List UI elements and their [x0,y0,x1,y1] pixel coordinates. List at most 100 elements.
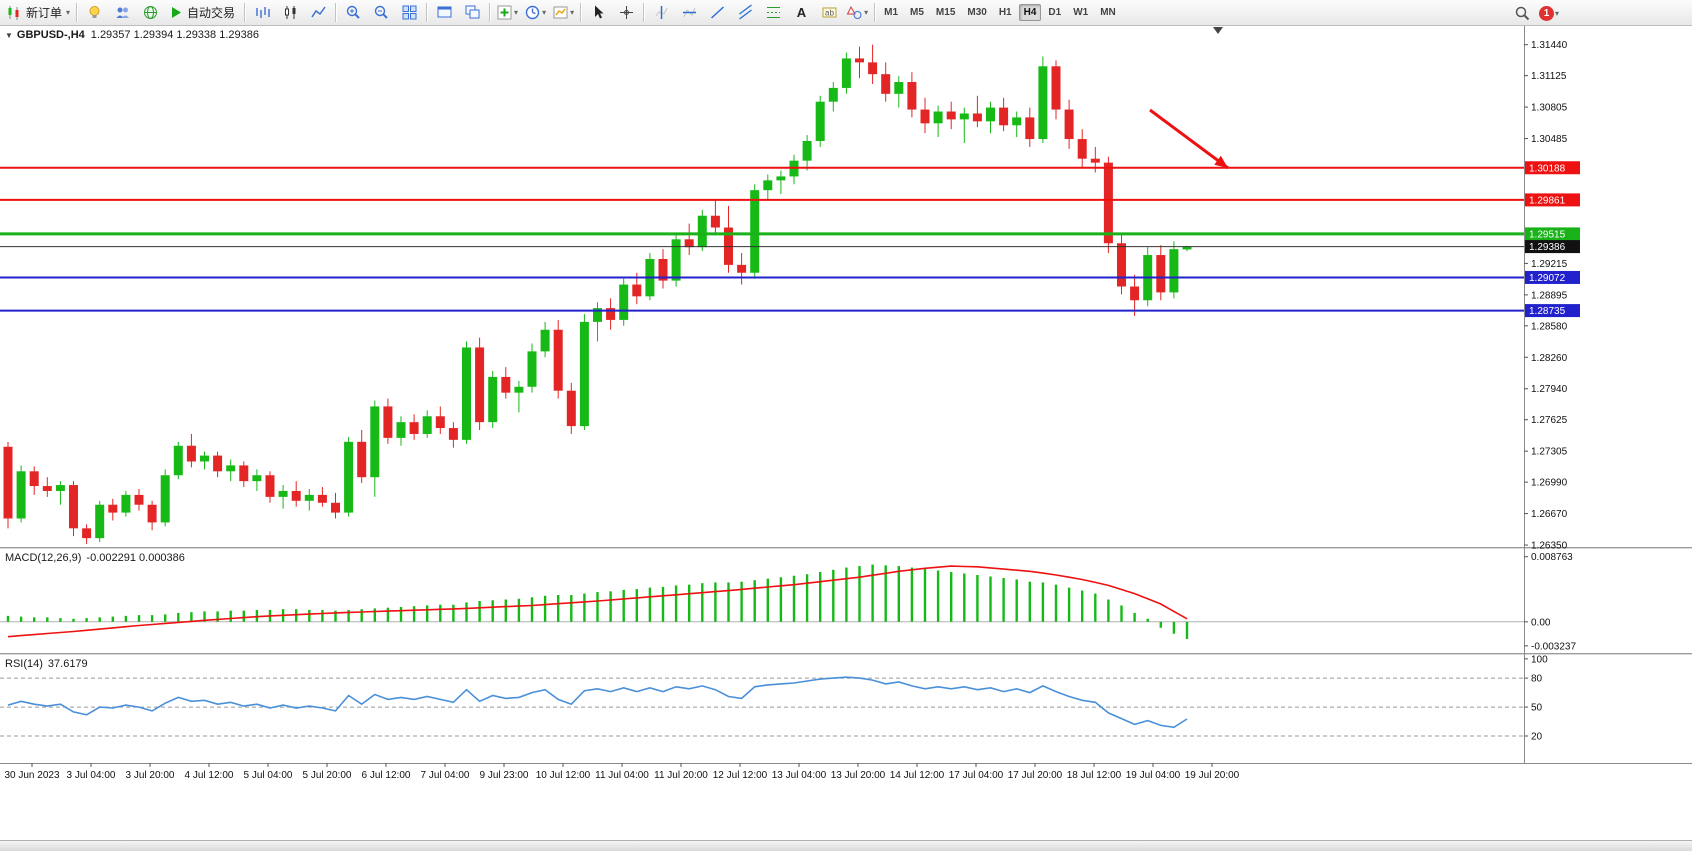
price-axis-label[interactable]: 1.28580 [1531,321,1568,332]
channel-button[interactable] [731,1,759,25]
collapse-panel-icon[interactable]: ▼ [5,31,13,40]
timeframe-d1-button[interactable]: D1 [1048,7,1062,18]
price-axis-label[interactable]: 1.26350 [1531,541,1568,552]
search-button[interactable] [1508,1,1536,25]
time-axis-label[interactable]: 17 Jul 20:00 [1008,770,1063,781]
candle-body [357,441,367,478]
time-axis-label[interactable]: 5 Jul 04:00 [244,770,293,781]
timeframe-h1-button[interactable]: H1 [998,7,1012,18]
crosshair-button[interactable] [612,1,640,25]
macd-axis-label[interactable]: 0.00 [1531,617,1551,628]
community-button[interactable] [136,1,164,25]
chart-title: ▼ GBPUSD-,H4 1.29357 1.29394 1.29338 1.293… [5,29,259,41]
time-axis-label[interactable]: 19 Jul 04:00 [1126,770,1181,781]
candle-body [29,471,39,487]
time-axis-label[interactable]: 17 Jul 04:00 [949,770,1004,781]
timeframe-m30-button[interactable]: M30 [967,7,987,18]
rsi-axis-label[interactable]: 100 [1531,654,1548,665]
macd-axis-label[interactable]: -0.003237 [1531,641,1576,652]
time-axis-label[interactable]: 12 Jul 12:00 [713,770,768,781]
time-axis-label[interactable]: 11 Jul 20:00 [654,770,708,781]
bulb-button[interactable] [80,1,108,25]
notification-badge[interactable]: 1 [1539,5,1554,21]
caret-down-icon[interactable]: ▾ [514,8,519,17]
caret-down-icon[interactable]: ▾ [570,8,575,17]
timeframe-h4-button[interactable]: H4 [1018,4,1042,21]
price-axis-label[interactable]: 1.27625 [1531,415,1568,426]
price-axis-label[interactable]: 1.31125 [1531,71,1567,82]
rsi-axis-label[interactable]: 50 [1531,703,1543,714]
timeframe-m5-button[interactable]: M5 [910,7,924,18]
price-axis-label[interactable]: 1.30805 [1531,103,1568,114]
toolbar-separator [874,3,876,22]
time-axis-label[interactable]: 13 Jul 04:00 [772,770,827,781]
time-axis-label[interactable]: 4 Jul 12:00 [185,770,234,781]
autotrading-button[interactable]: 自动交易 [164,1,241,25]
price-axis-label[interactable]: 1.27940 [1531,384,1568,395]
time-axis-label[interactable]: 6 Jul 12:00 [362,770,411,781]
price-axis-label[interactable]: 1.27305 [1531,447,1568,458]
zoom-in-button[interactable] [339,1,367,25]
price-axis-label[interactable]: 1.26670 [1531,509,1568,520]
candle-body [933,111,943,124]
arrow-object-head[interactable] [1214,155,1228,168]
rsi-axis-label[interactable]: 80 [1531,674,1543,685]
macd-axis-label[interactable]: 0.008763 [1531,552,1573,563]
cursor-button[interactable] [584,1,612,25]
time-axis-label[interactable]: 5 Jul 20:00 [303,770,352,781]
chart-shift-marker[interactable] [1213,27,1223,34]
timeframe-m15-button[interactable]: M15 [935,7,956,18]
cascade-windows-button[interactable] [458,1,486,25]
shapes-button[interactable]: ▾ [843,1,871,25]
label-button[interactable]: ab [815,1,843,25]
vertical-line-button[interactable] [647,1,675,25]
time-axis-label[interactable]: 10 Jul 12:00 [536,770,591,781]
caret-down-icon[interactable]: ▾ [864,8,869,17]
time-axis-label[interactable]: 11 Jul 04:00 [595,770,649,781]
bars-chart-button[interactable] [248,1,276,25]
rsi-line [7,676,1188,729]
time-axis-label[interactable]: 13 Jul 20:00 [831,770,886,781]
time-axis-label[interactable]: 9 Jul 23:00 [480,770,529,781]
new-order-button[interactable]: 新订单 ▾ [3,1,73,25]
time-axis-label[interactable]: 14 Jul 12:00 [890,770,945,781]
price-axis-label[interactable]: 1.29215 [1531,259,1568,270]
time-axis-label[interactable]: 3 Jul 04:00 [67,770,116,781]
caret-down-icon[interactable]: ▾ [66,8,71,17]
price-tag [1525,193,1580,207]
rsi-axis-label[interactable]: 20 [1531,732,1543,743]
text-button[interactable]: A [787,1,815,25]
time-axis-label[interactable]: 18 Jul 12:00 [1067,770,1122,781]
price-axis-label[interactable]: 1.28260 [1531,353,1568,364]
time-axis-label[interactable]: 7 Jul 04:00 [421,770,470,781]
timeframe-m1-button[interactable]: M1 [884,7,899,18]
caret-down-icon[interactable]: ▾ [542,8,547,17]
fibonacci-button[interactable] [759,1,787,25]
chart-svg[interactable]: 1.31440 1.31125 1.30805 1.30485 1.29215 1.288… [0,26,1692,840]
trendline-button[interactable] [703,1,731,25]
candle-body [907,82,917,110]
candles-chart-button[interactable] [276,1,304,25]
timeframe-mn-button[interactable]: MN [1100,7,1116,18]
time-axis-label[interactable]: 19 Jul 20:00 [1185,770,1240,781]
arrow-object-line[interactable] [1149,108,1229,170]
indicators-button[interactable]: ▾ [493,1,521,25]
time-axis-label[interactable]: 30 Jun 2023 [4,770,59,781]
periods-button[interactable]: ▾ [521,1,549,25]
horizontal-line-button[interactable] [675,1,703,25]
accounts-button[interactable] [108,1,136,25]
arrange-windows-button[interactable] [430,1,458,25]
time-axis-label[interactable]: 3 Jul 20:00 [126,770,175,781]
price-axis-label[interactable]: 1.28895 [1531,290,1568,301]
tile-windows-button[interactable] [395,1,423,25]
price-axis-label[interactable]: 1.26990 [1531,478,1568,489]
price-axis-label[interactable]: 1.31440 [1531,40,1568,51]
caret-down-icon[interactable]: ▾ [1555,8,1560,18]
zoom-out-button[interactable] [367,1,395,25]
price-axis-label[interactable]: 1.30485 [1531,134,1568,145]
timeframe-w1-button[interactable]: W1 [1073,7,1089,18]
templates-button[interactable]: ▾ [549,1,577,25]
candle-body [1012,117,1022,126]
line-chart-button[interactable] [304,1,332,25]
